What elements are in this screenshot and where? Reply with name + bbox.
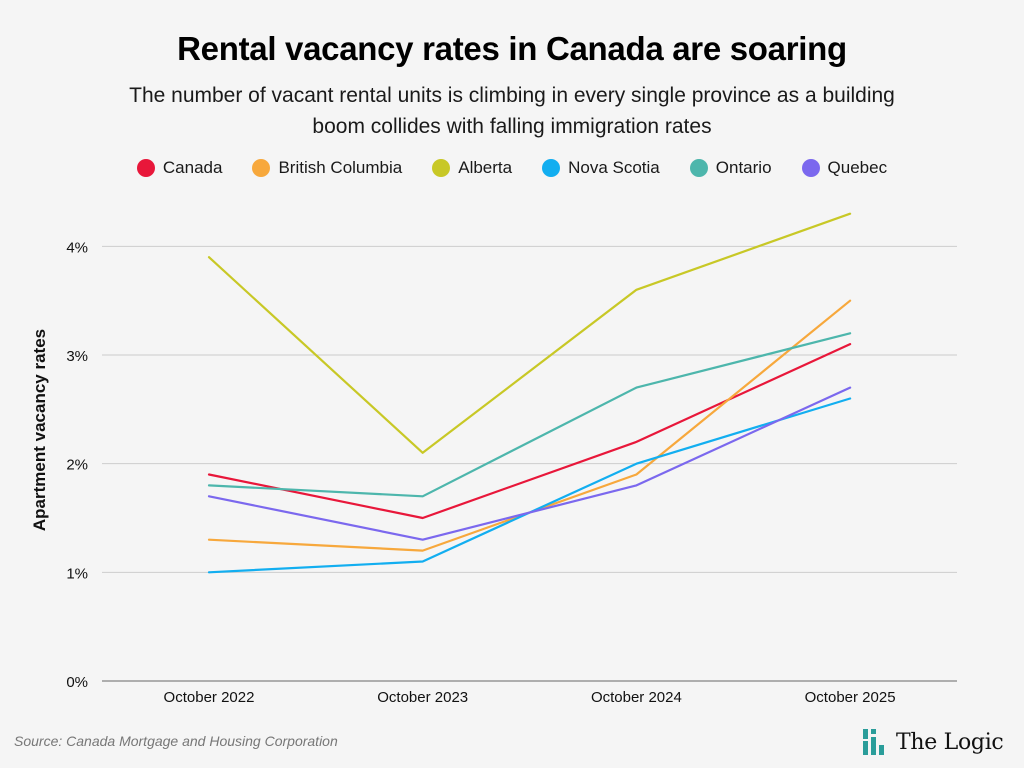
series-line-nova-scotia (207, 397, 852, 574)
legend-label: Nova Scotia (568, 158, 660, 177)
legend-swatch (252, 159, 271, 177)
x-tick-label: October 2025 (805, 689, 896, 706)
y-tick-label: 1% (66, 565, 88, 582)
bar-cluster-logo-icon (863, 729, 884, 755)
source-note: Source: Canada Mortgage and Housing Corp… (14, 733, 338, 749)
legend-swatch (432, 159, 451, 177)
legend-item: Canada (136, 158, 223, 178)
legend-label: Ontario (715, 158, 772, 177)
legend-item: Ontario (689, 158, 772, 178)
series-line-ontario (207, 332, 852, 498)
legend-label: Canada (162, 158, 223, 177)
legend-label: Quebec (827, 158, 888, 177)
legend-label: British Columbia (278, 158, 403, 177)
y-tick-label: 4% (66, 239, 88, 256)
logo-text: The Logic (896, 729, 1004, 755)
x-tick-label: October 2023 (377, 689, 468, 706)
y-axis-label: Apartment vacancy rates (30, 329, 49, 531)
y-tick-label: 0% (66, 674, 88, 691)
y-tick-label: 2% (66, 457, 88, 474)
x-tick-label: October 2024 (591, 689, 682, 706)
legend-item: Alberta (432, 158, 512, 178)
series-line-canada (207, 343, 852, 520)
y-tick-label: 3% (66, 348, 88, 365)
chart-title: Rental vacancy rates in Canada are soari… (177, 30, 847, 67)
legend-item: Quebec (801, 158, 888, 178)
legend-item: British Columbia (252, 158, 402, 178)
legend-item: Nova Scotia (542, 158, 660, 178)
the-logic-logo: The Logic (862, 727, 1004, 757)
series-line-alberta (207, 212, 852, 454)
series-line-quebec (207, 386, 852, 541)
chart-legend: Canada British Columbia Alberta Nova Scotia… (0, 158, 1024, 178)
legend-label: Alberta (458, 158, 513, 177)
chart-subtitle: The number of vacant rental units is cli… (129, 84, 895, 138)
x-tick-label: October 2022 (164, 689, 255, 706)
legend-swatch (136, 159, 155, 177)
legend-swatch (801, 159, 820, 177)
legend-swatch (689, 159, 708, 177)
legend-swatch (542, 159, 561, 177)
